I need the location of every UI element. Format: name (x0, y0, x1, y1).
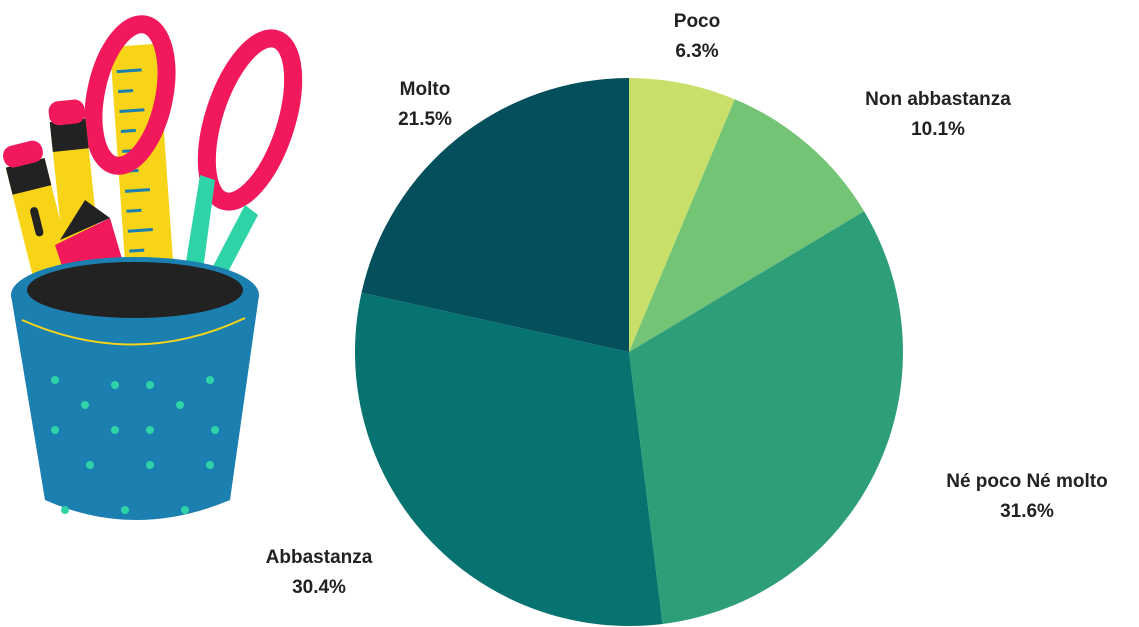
marker-tip (60, 200, 110, 240)
slice-value-label: 21.5% (398, 109, 452, 130)
slice-value-label: 6.3% (675, 41, 718, 62)
pie-slice (361, 78, 629, 352)
cup-opening (27, 262, 243, 318)
slice-label: Abbastanza (266, 547, 373, 568)
scissors-handle (197, 29, 303, 211)
pie-slice (629, 211, 903, 624)
slice-value-label: 10.1% (911, 119, 965, 140)
slice-label: Molto (400, 79, 451, 100)
illustration (3, 15, 303, 520)
slice-label: Poco (674, 11, 720, 32)
slice-label: Né poco Né molto (946, 471, 1108, 492)
cup-dots (51, 376, 219, 514)
slice-value-label: 30.4% (292, 577, 346, 598)
pie-slice (629, 78, 735, 352)
pie-slice (629, 99, 865, 352)
cup (11, 295, 259, 520)
cup-line (21, 317, 246, 346)
pie-slice (354, 292, 663, 626)
slice-label: Non abbastanza (865, 89, 1011, 110)
slice-value-label: 31.6% (1000, 501, 1054, 522)
scissors-handle (84, 15, 176, 175)
